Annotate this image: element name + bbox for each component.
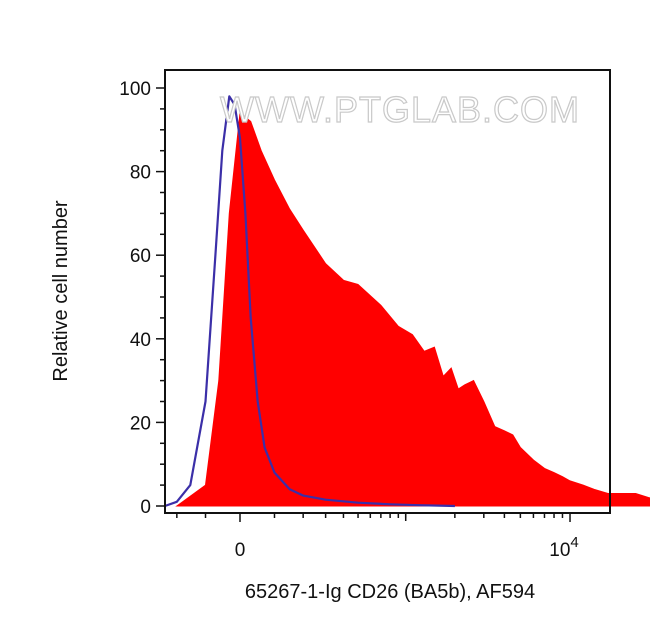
y-tick-label: 80: [130, 163, 151, 184]
watermark-text: WWW.PTGLAB.COM: [220, 89, 580, 130]
x-tick-label: 0: [235, 540, 246, 561]
series-1-line: [164, 95, 455, 508]
y-axis-title: Relative cell number: [50, 200, 72, 382]
y-axis: 0 20 40 60 80 100: [119, 79, 165, 518]
y-tick-label: 40: [130, 330, 151, 351]
series-layer: [164, 95, 650, 508]
plot-frame: [164, 69, 611, 514]
y-tick-label: 60: [130, 246, 151, 267]
y-tick-label: 0: [140, 497, 151, 518]
x-axis-title: 65267-1-Ig CD26 (BA5b), AF594: [245, 581, 535, 603]
y-tick-label: 20: [130, 413, 151, 434]
series-0-area: [175, 112, 650, 507]
y-tick-label: 100: [119, 79, 151, 100]
